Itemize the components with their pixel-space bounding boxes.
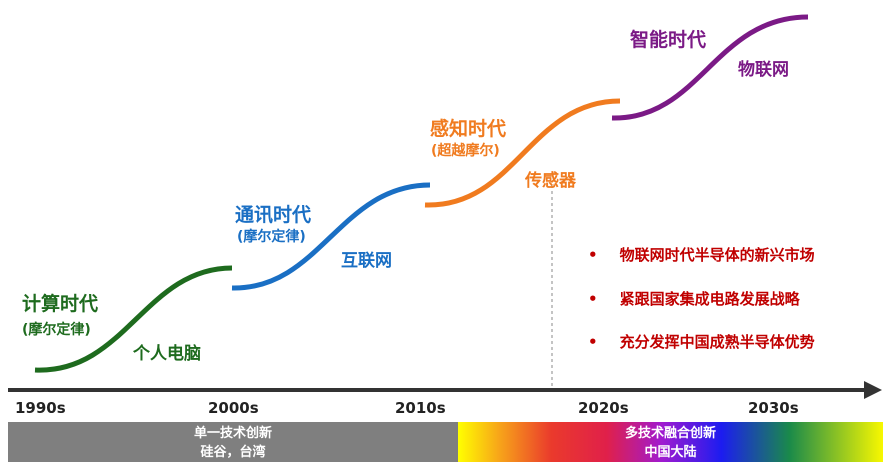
era-curve-communication: [231, 182, 431, 291]
year-label: 2030s: [748, 399, 799, 417]
bullet-item: • 物联网时代半导体的新兴市场: [588, 246, 815, 264]
band-multi-tech: 多技术融合创新 中国大陆: [458, 422, 883, 462]
bullet-item: • 充分发挥中国成熟半导体优势: [588, 333, 815, 351]
era-sub-sensing: (超越摩尔): [431, 143, 500, 159]
era-title-communication: 通讯时代: [235, 204, 312, 226]
era-sub-computing: (摩尔定律): [22, 322, 91, 338]
era-curve-computing: [34, 265, 233, 373]
band-line1: 单一技术创新: [193, 426, 272, 441]
year-label: 2010s: [395, 399, 446, 417]
band-line2: 中国大陆: [644, 445, 697, 460]
tech-pc: 个人电脑: [133, 344, 201, 364]
tech-internet: 互联网: [341, 251, 392, 271]
band-line1: 多技术融合创新: [624, 426, 716, 441]
era-title-intelligence: 智能时代: [630, 29, 707, 51]
year-label: 2020s: [578, 399, 629, 417]
era-curve-intelligence: [611, 14, 809, 121]
era-title-sensing: 感知时代: [430, 118, 507, 140]
band-single-tech: 单一技术创新 硅谷，台湾: [8, 422, 458, 462]
band-line2: 硅谷，台湾: [200, 445, 266, 460]
era-sub-communication: (摩尔定律): [237, 229, 306, 245]
tech-sensor: 传感器: [525, 171, 576, 191]
axis-arrow-icon: [864, 381, 882, 399]
bullet-item: • 紧跟国家集成电路发展战略: [588, 290, 800, 308]
tech-iot: 物联网: [738, 60, 789, 80]
year-label: 1990s: [15, 399, 66, 417]
year-label: 2000s: [208, 399, 259, 417]
era-title-computing: 计算时代: [22, 293, 99, 315]
era-curve-sensing: [424, 98, 621, 208]
